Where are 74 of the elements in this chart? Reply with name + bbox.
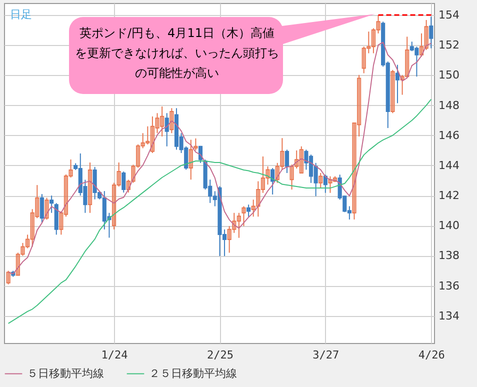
annotation: 英ポンド/円も、4月11日（木）高値を更新できなければ、いったん頭打ちの可能性が高い	[75, 25, 279, 82]
candlestick	[131, 164, 136, 184]
candlestick	[371, 28, 376, 54]
candlestick	[188, 139, 193, 180]
y-tick-label: 134	[438, 309, 460, 322]
candlestick	[194, 138, 198, 151]
candlestick	[405, 36, 410, 78]
candlestick	[290, 164, 294, 190]
candlestick	[227, 226, 232, 254]
candlestick	[170, 108, 174, 134]
y-tick-label: 152	[438, 38, 460, 52]
candlestick	[251, 199, 256, 218]
candlestick	[155, 112, 160, 134]
candlestick	[256, 180, 260, 218]
x-tick-label: 3/27	[312, 348, 340, 362]
legend-label: ２５日移動平均線	[149, 366, 237, 380]
candlestick	[352, 122, 356, 220]
y-tick-label: 150	[438, 68, 460, 82]
y-tick-label: 142	[438, 189, 460, 202]
x-tick-label: 4/26	[418, 348, 445, 362]
legend-label: ５日移動平均線	[27, 366, 104, 380]
candlestick	[328, 176, 332, 194]
candlestick	[246, 204, 251, 218]
candlestick	[318, 172, 323, 188]
x-tick-label: 2/25	[206, 348, 234, 362]
candlestick	[140, 132, 145, 149]
candlestick	[390, 69, 395, 114]
candlestick	[88, 162, 92, 214]
y-tick-label: 140	[438, 219, 460, 232]
candlestick	[160, 106, 164, 137]
candlestick	[64, 174, 68, 218]
candlestick	[146, 126, 150, 145]
candlestick	[44, 197, 49, 220]
candlestick	[376, 14, 380, 34]
line-series	[8, 98, 432, 324]
y-tick-label: 144	[438, 158, 460, 172]
candlestick	[164, 112, 169, 147]
candlestick	[40, 194, 44, 224]
candlestick	[366, 31, 371, 54]
candlestick	[280, 138, 284, 170]
candlestick	[357, 74, 362, 137]
candlestick	[270, 168, 275, 196]
y-tick-label: 154	[438, 8, 460, 22]
candlestick	[429, 16, 434, 49]
candlestick	[299, 146, 304, 174]
candlestick	[6, 270, 10, 285]
y-tick-label: 138	[438, 249, 460, 262]
candlestick	[284, 149, 290, 174]
candlestick	[68, 158, 73, 178]
candlestick	[242, 206, 246, 227]
candlestick	[136, 144, 140, 168]
candlestick	[30, 208, 34, 248]
x-tick-label: 1/24	[101, 348, 128, 362]
candlestick	[20, 242, 25, 256]
y-tick-label: 146	[438, 128, 460, 142]
candlestick	[35, 184, 40, 219]
candlestick	[266, 166, 270, 186]
candlestick	[26, 234, 30, 249]
candlestick	[395, 64, 400, 104]
y-tick-label: 148	[438, 98, 460, 112]
candlestick	[236, 212, 241, 238]
candlestick	[50, 195, 54, 214]
candlestick	[116, 162, 121, 188]
candlestick	[424, 20, 428, 50]
y-tick-label: 136	[438, 279, 460, 292]
candlestick	[362, 46, 366, 74]
candlestick	[59, 210, 64, 236]
candlestick	[150, 116, 154, 154]
candlestick	[260, 156, 265, 194]
candlestick	[122, 170, 126, 194]
candlestick	[419, 32, 424, 58]
candlestick	[112, 182, 116, 230]
candlestick	[16, 252, 20, 276]
text: 日足	[10, 8, 32, 21]
